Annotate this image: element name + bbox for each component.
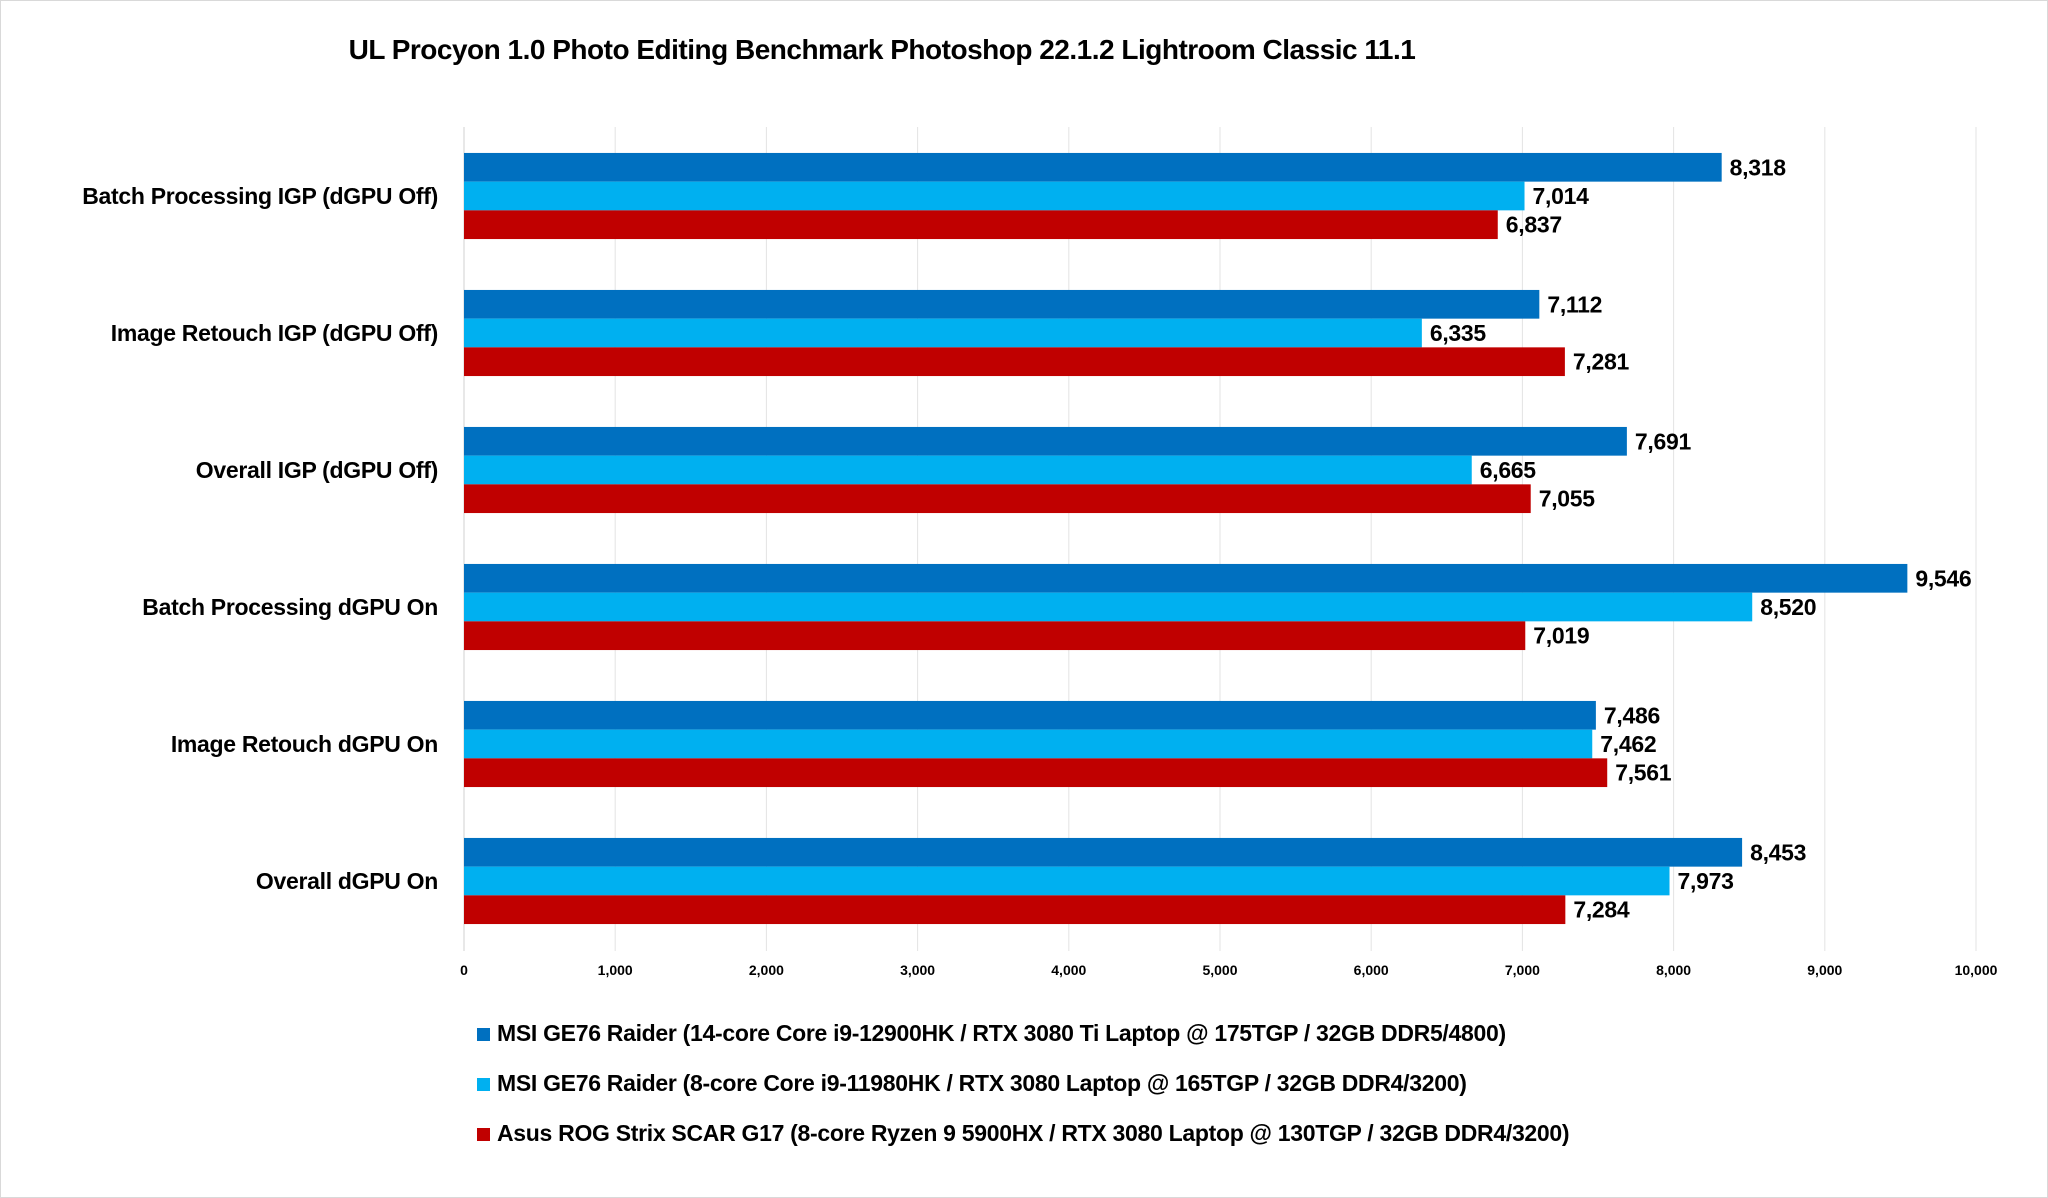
bar [464,484,1531,514]
x-tick-label: 6,000 [1354,962,1389,978]
bar [464,347,1565,377]
x-tick-label: 9,000 [1807,962,1842,978]
bar [464,895,1566,925]
x-tick-label: 1,000 [598,962,633,978]
bar [464,837,1743,867]
data-label: 7,973 [1678,868,1734,894]
bar [464,729,1593,759]
bar [464,289,1540,319]
data-label: 7,019 [1533,623,1589,649]
data-label: 7,055 [1539,486,1596,512]
legend-label: Asus ROG Strix SCAR G17 (8-core Ryzen 9 … [497,1120,1569,1146]
chart-title: UL Procyon 1.0 Photo Editing Benchmark P… [348,34,1416,65]
data-label: 7,014 [1533,183,1590,209]
category-label: Overall IGP (dGPU Off) [196,457,438,483]
bar [464,592,1753,622]
category-label: Batch Processing IGP (dGPU Off) [82,183,438,209]
bar [464,181,1525,211]
data-label: 7,462 [1600,731,1656,757]
legend-swatch [477,1028,490,1041]
data-label: 7,691 [1635,428,1692,454]
data-label: 6,837 [1506,212,1562,238]
x-tick-label: 8,000 [1656,962,1691,978]
category-label: Image Retouch IGP (dGPU Off) [111,320,438,346]
bar [464,621,1526,651]
bar [464,426,1627,456]
data-label: 8,453 [1750,839,1806,865]
legend-label: MSI GE76 Raider (8-core Core i9-11980HK … [497,1070,1467,1096]
data-label: 8,520 [1760,594,1816,620]
data-label: 9,546 [1915,565,1971,591]
data-label: 7,284 [1573,897,1630,923]
x-tick-label: 7,000 [1505,962,1540,978]
data-label: 7,486 [1604,702,1660,728]
x-tick-label: 5,000 [1202,962,1237,978]
category-label: Batch Processing dGPU On [142,594,438,620]
bar [464,152,1722,182]
x-tick-label: 0 [460,962,468,978]
legend-label: MSI GE76 Raider (14-core Core i9-12900HK… [497,1020,1506,1046]
category-label: Image Retouch dGPU On [171,731,438,757]
x-tick-label: 10,000 [1955,962,1998,978]
bar [464,563,1908,593]
bar [464,700,1596,730]
data-label: 8,318 [1730,154,1787,180]
bar [464,758,1608,788]
data-label: 6,665 [1480,457,1537,483]
x-tick-label: 2,000 [749,962,784,978]
data-label: 6,335 [1430,320,1487,346]
bar [464,318,1422,348]
bar [464,866,1670,896]
data-label: 7,112 [1547,291,1602,317]
data-label: 7,281 [1573,349,1630,375]
category-label: Overall dGPU On [256,868,438,894]
x-tick-label: 4,000 [1051,962,1086,978]
legend-swatch [477,1078,490,1091]
bar [464,210,1498,240]
bar [464,455,1472,485]
x-tick-label: 3,000 [900,962,935,978]
legend-swatch [477,1128,490,1141]
data-label: 7,561 [1615,760,1672,786]
